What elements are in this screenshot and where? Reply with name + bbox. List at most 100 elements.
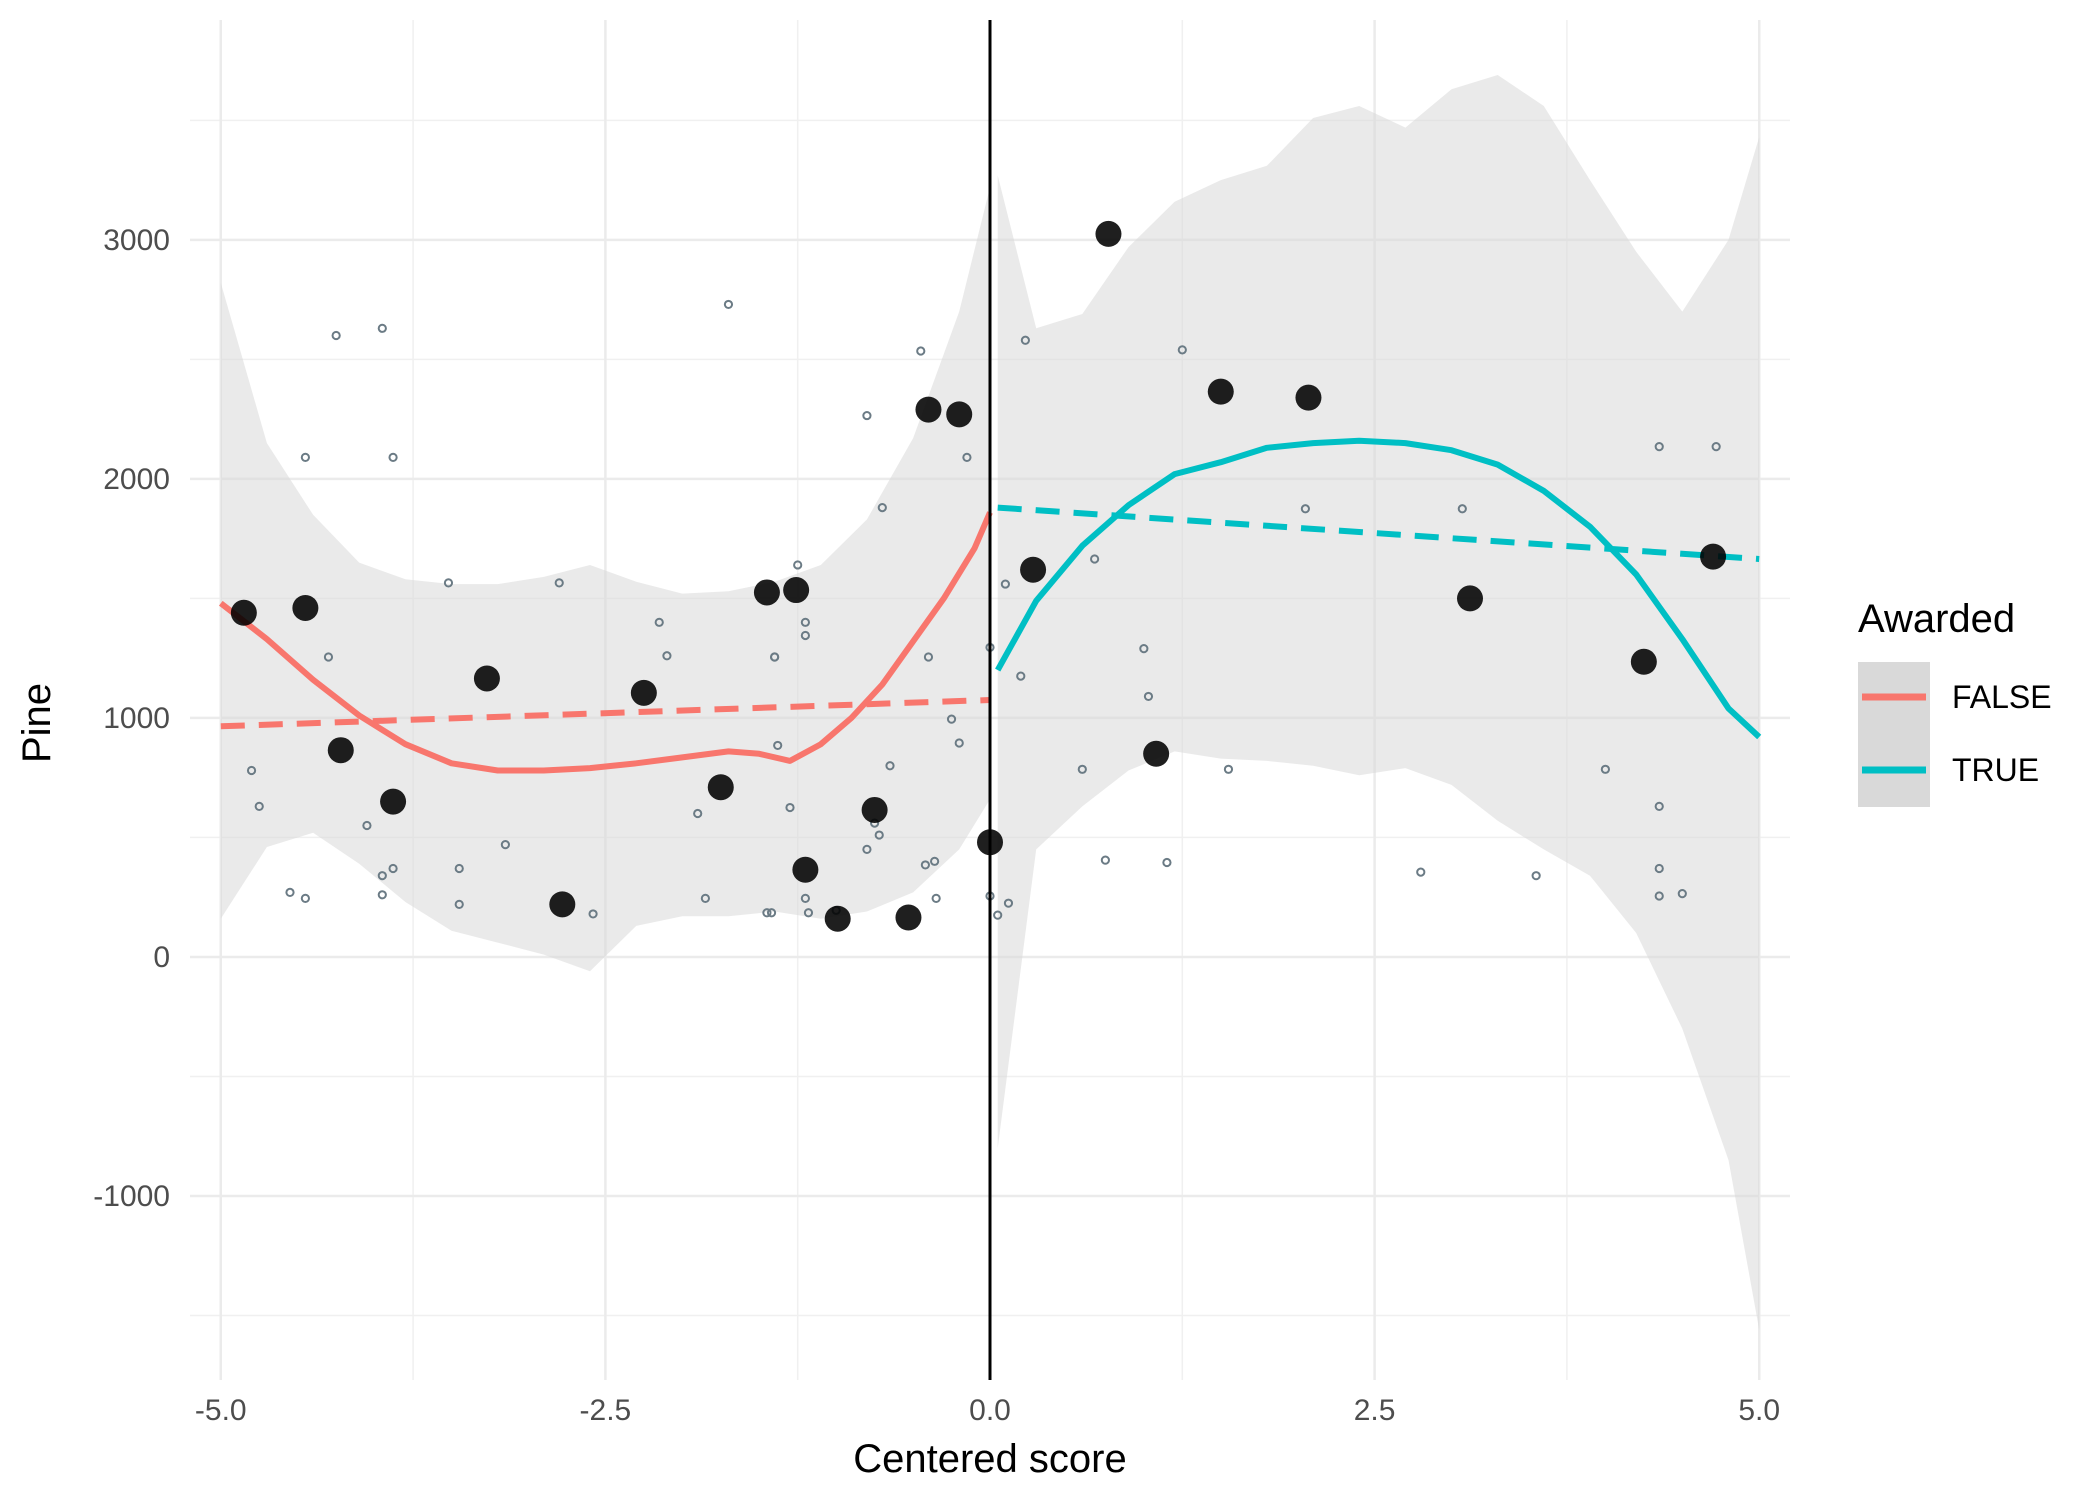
raw-point [770,652,780,662]
raw-point [800,617,810,627]
raw-point [300,452,310,462]
raw-point [1090,554,1100,564]
raw-point [1177,345,1187,355]
series-line-true-dashed [997,504,1760,562]
y-tick-label: 2000 [103,463,170,496]
binned-point [707,774,734,801]
x-tick-label: -5.0 [195,1394,247,1427]
binned-point [915,396,942,423]
raw-point [254,801,264,811]
binned-point [549,891,576,918]
raw-point [1223,764,1234,774]
raw-point [993,910,1003,920]
y-tick-label: -1000 [93,1180,170,1213]
binned-point [783,577,810,604]
binned-point [1700,543,1727,570]
raw-point [1711,442,1721,452]
raw-point [1000,579,1010,589]
raw-point [1016,671,1026,681]
raw-point [1100,855,1110,865]
binned-point [946,401,973,428]
series-line-true-solid [995,437,1762,740]
raw-point [916,346,926,356]
raw-point [323,652,334,662]
raw-point [803,908,814,918]
raw-point [377,890,387,900]
raw-point [1457,504,1467,514]
binned-point [327,737,354,764]
raw-point [1139,644,1149,654]
raw-point [1020,335,1030,345]
smooth-lines [218,437,1762,774]
raw-point [654,617,664,627]
raw-point [443,578,454,588]
raw-point [662,651,672,661]
raw-point [700,893,710,903]
legend-title: Awarded [1858,597,2015,641]
raw-point [1416,867,1426,877]
raw-point [946,714,957,724]
raw-point [1531,871,1541,881]
raw-point [931,893,941,903]
raw-point [388,452,398,462]
series-line-false-solid [218,511,993,774]
binned-point [1143,740,1170,767]
legend: Awarded FALSE TRUE [1858,597,2052,807]
raw-point [785,802,795,813]
binned-point [630,679,657,706]
confidence-bands [220,75,1760,1330]
binned-point [824,905,851,932]
legend-label-true: TRUE [1952,752,2039,788]
confidence-band-false [220,187,991,972]
raw-point [793,560,803,570]
raw-point [377,323,387,333]
raw-point [588,909,598,919]
raw-point [862,844,872,854]
raw-point [285,887,295,898]
raw-point [246,765,257,776]
raw-point [554,578,564,588]
y-tick-labels: -1000 0 1000 2000 3000 [93,224,170,1213]
raw-point [773,740,783,751]
binned-point [292,594,319,621]
y-tick-label: 1000 [103,702,170,735]
binned-point [1630,648,1657,675]
binned-point [1457,585,1483,612]
raw-point [762,908,772,918]
raw-point [800,630,810,641]
binned-point [753,579,780,606]
raw-point [500,840,510,850]
raw-point [766,908,777,918]
binned-point [1095,220,1122,247]
raw-point [874,830,884,840]
legend-label-false: FALSE [1952,679,2052,715]
x-tick-label: -2.5 [580,1394,632,1427]
raw-point [723,299,734,310]
raw-point [920,860,930,870]
binned-point [1207,378,1234,405]
raw-point [1654,863,1664,874]
binned-point [895,904,922,931]
series-line-false-dashed [220,697,991,730]
raw-point [1654,801,1664,811]
x-tick-label: 0.0 [969,1394,1011,1427]
legend-key-background [1858,662,1930,807]
raw-point [1600,764,1610,774]
raw-point [388,863,398,874]
x-tick-label: 2.5 [1354,1394,1396,1427]
raw-point [1677,889,1687,899]
raw-point [1077,764,1087,774]
raw-point [1003,898,1014,908]
raw-point [923,652,934,662]
raw-point [862,410,872,421]
y-axis-title: Pine [15,683,59,763]
raw-point [1162,857,1172,868]
raw-point [954,738,964,748]
raw-point [800,893,810,903]
raw-point [885,761,895,771]
binned-point [1020,556,1047,583]
binned-point [1295,384,1322,411]
x-tick-label: 5.0 [1738,1394,1780,1427]
raw-points-layer [246,299,1721,920]
